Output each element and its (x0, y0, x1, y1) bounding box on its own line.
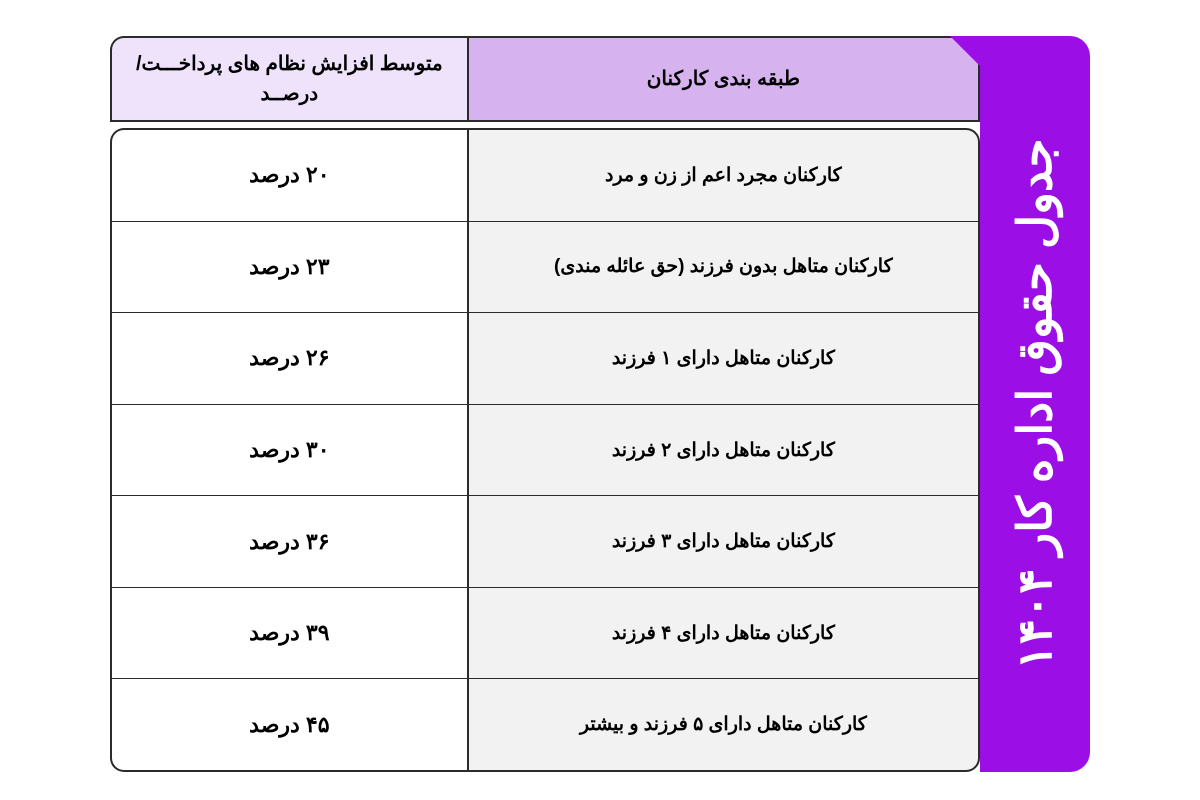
table-cell: ۳۶ درصد (112, 496, 467, 588)
table-cell: ۴۵ درصد (112, 679, 467, 770)
header-category: طبقه بندی کارکنان (467, 36, 980, 122)
table-cell: کارکنان مجرد اعم از زن و مرد (469, 130, 978, 222)
banner-notch (950, 36, 980, 66)
table-cell: کارکنان متاهل دارای ۴ فرزند (469, 588, 978, 680)
table-title: جدول حقوق اداره کار ۱۴۰۴ (1007, 138, 1063, 669)
table-cell: کارکنان متاهل بدون فرزند (حق عائله مندی) (469, 222, 978, 314)
table-cell: ۲۰ درصد (112, 130, 467, 222)
table-cell: کارکنان متاهل دارای ۵ فرزند و بیشتر (469, 679, 978, 770)
title-banner: جدول حقوق اداره کار ۱۴۰۴ (980, 36, 1090, 772)
table-cell: کارکنان متاهل دارای ۳ فرزند (469, 496, 978, 588)
column-category: طبقه بندی کارکنان کارکنان مجرد اعم از زن… (467, 36, 980, 772)
table-cell: کارکنان متاهل دارای ۲ فرزند (469, 405, 978, 497)
column-value: متوسط افزایش نظام های پرداخـــت/درصــد ۲… (110, 36, 467, 772)
header-value: متوسط افزایش نظام های پرداخـــت/درصــد (110, 36, 467, 122)
table-cell: کارکنان متاهل دارای ۱ فرزند (469, 313, 978, 405)
title-banner-bg: جدول حقوق اداره کار ۱۴۰۴ (980, 36, 1090, 772)
cells-value: ۲۰ درصد ۲۳ درصد ۲۶ درصد ۳۰ درصد ۳۶ درصد … (110, 128, 467, 772)
table-cell: ۲۶ درصد (112, 313, 467, 405)
table-body: طبقه بندی کارکنان کارکنان مجرد اعم از زن… (110, 36, 980, 772)
table-cell: ۳۰ درصد (112, 405, 467, 497)
table-cell: ۳۹ درصد (112, 588, 467, 680)
salary-table-1404: جدول حقوق اداره کار ۱۴۰۴ طبقه بندی کارکن… (0, 0, 1200, 800)
cells-category: کارکنان مجرد اعم از زن و مرد کارکنان متا… (467, 128, 980, 772)
table-cell: ۲۳ درصد (112, 222, 467, 314)
